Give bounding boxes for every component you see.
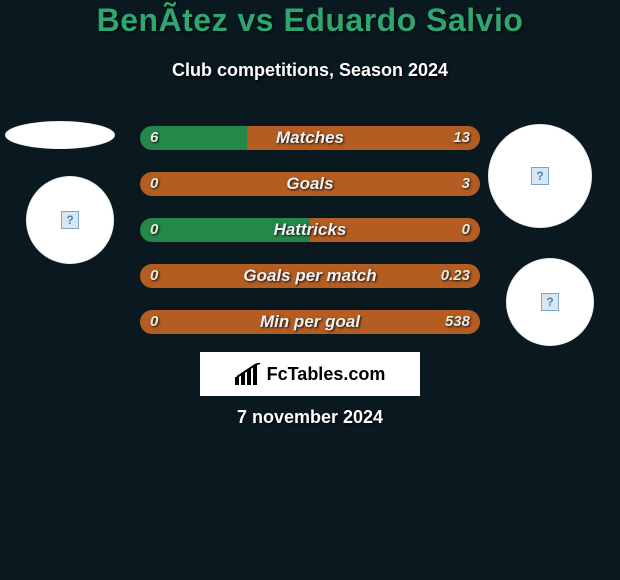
brand-badge[interactable]: FcTables.com	[200, 352, 420, 396]
stat-label: Matches	[140, 126, 480, 150]
placeholder-icon: ?	[61, 211, 79, 229]
placeholder-icon: ?	[541, 293, 559, 311]
brand-text: FcTables.com	[267, 364, 386, 385]
page-title: BenÃ­tez vs Eduardo Salvio	[0, 2, 620, 39]
stat-row-goals: 03Goals	[140, 172, 480, 196]
stat-row-min-per-goal: 0538Min per goal	[140, 310, 480, 334]
stat-row-hattricks: 00Hattricks	[140, 218, 480, 242]
stat-row-matches: 613Matches	[140, 126, 480, 150]
avatar-left-circle: ?	[26, 176, 114, 264]
brand-chart-icon	[235, 363, 261, 385]
avatar-right-bottom: ?	[506, 258, 594, 346]
page-subtitle: Club competitions, Season 2024	[0, 60, 620, 81]
stat-label: Hattricks	[140, 218, 480, 242]
avatar-left-ellipse	[5, 121, 115, 149]
page-date: 7 november 2024	[0, 407, 620, 428]
stat-label: Min per goal	[140, 310, 480, 334]
stat-label: Goals	[140, 172, 480, 196]
stat-label: Goals per match	[140, 264, 480, 288]
placeholder-icon: ?	[531, 167, 549, 185]
avatar-right-top: ?	[488, 124, 592, 228]
stage: BenÃ­tez vs Eduardo Salvio Club competit…	[0, 0, 620, 580]
stat-row-goals-per-match: 00.23Goals per match	[140, 264, 480, 288]
